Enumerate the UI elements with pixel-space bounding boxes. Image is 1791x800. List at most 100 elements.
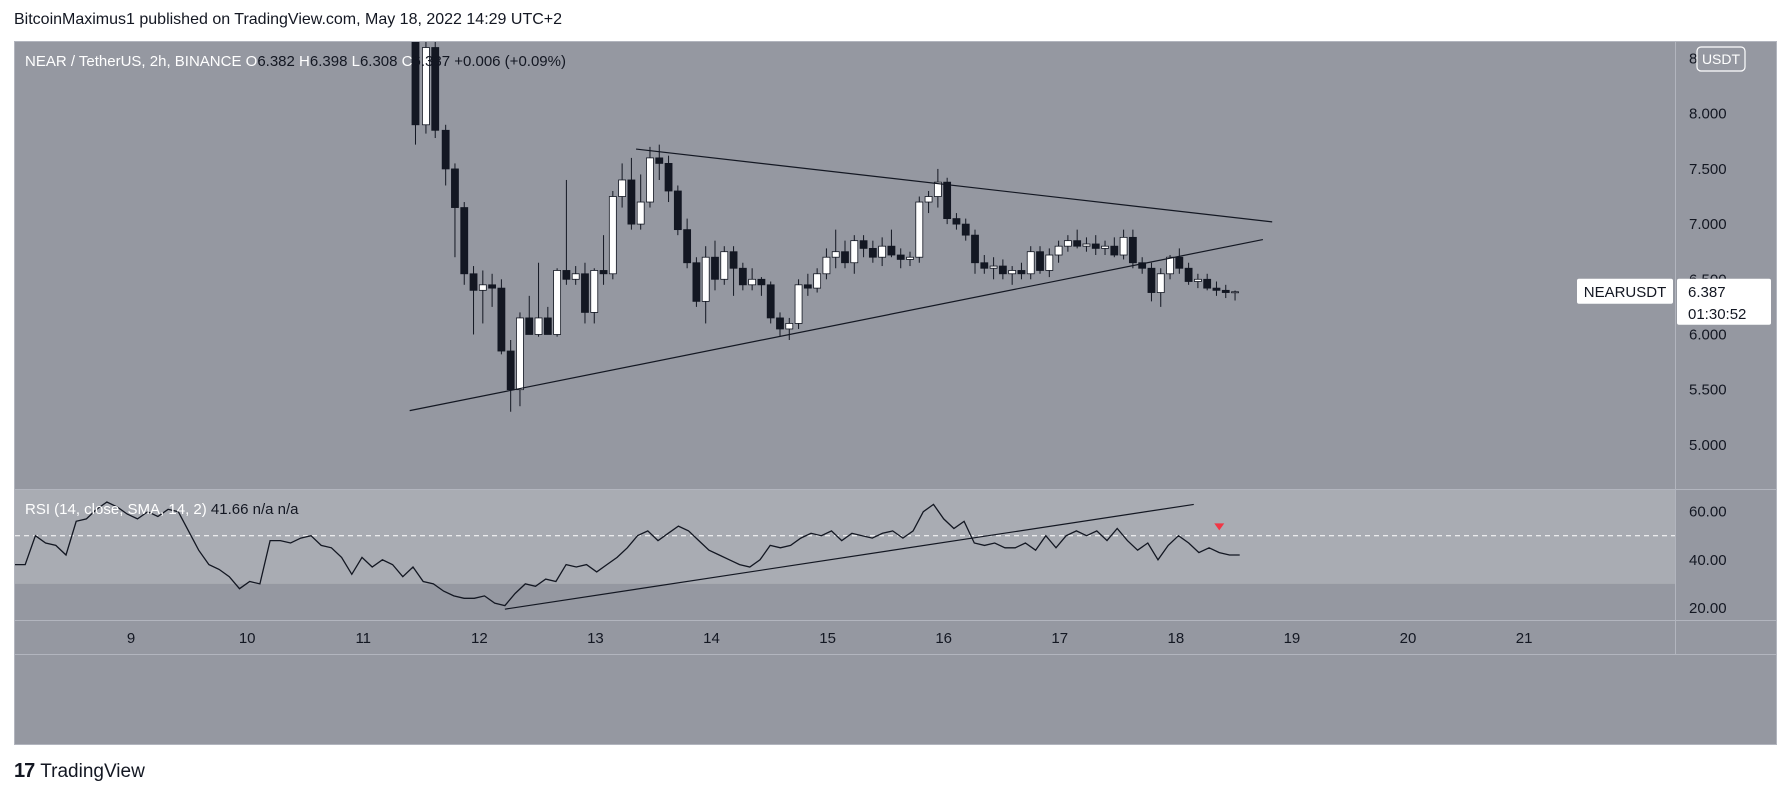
publish-caption: BitcoinMaximus1 published on TradingView… — [14, 11, 563, 28]
candle-body — [1091, 243, 1100, 249]
candle — [1119, 229, 1128, 260]
candle — [571, 266, 580, 285]
candle-body — [711, 256, 719, 280]
footer-logo[interactable]: 17 TradingView — [14, 760, 145, 783]
rsi-band — [15, 490, 1675, 584]
candle — [636, 174, 645, 230]
candle — [831, 229, 840, 269]
last-price-label: 6.387 — [1688, 284, 1726, 301]
chart-canvas[interactable]: 88.0007.5007.0006.5006.0005.5005.000USDT… — [15, 42, 1776, 744]
time-axis-label: 19 — [1284, 630, 1301, 647]
candle — [608, 191, 617, 280]
candle — [1036, 246, 1044, 274]
candle-body — [701, 256, 710, 302]
candle-body — [1054, 245, 1063, 256]
bottom-area-background — [15, 654, 1776, 744]
candle — [1212, 281, 1221, 296]
rsi-plot[interactable] — [15, 488, 1675, 610]
ohlc-key: H — [299, 53, 310, 70]
price-legend[interactable]: NEAR / TetherUS, 2h, BINANCE O6.382 H6.3… — [25, 53, 566, 70]
candle — [1017, 262, 1026, 280]
candle-body — [516, 317, 524, 391]
candle — [915, 196, 924, 263]
candle — [841, 240, 849, 269]
candle — [757, 277, 766, 296]
price-legend-text: NEAR / TetherUS, 2h, BINANCE O6.382 H6.3… — [25, 53, 566, 70]
footer-brand: TradingView — [40, 760, 145, 782]
rsi-legend-text: RSI (14, close, SMA, 14, 2) 41.66 n/a n/… — [25, 501, 299, 518]
time-axis-label: 18 — [1167, 630, 1184, 647]
candle — [562, 179, 571, 285]
candle — [655, 144, 664, 180]
candle-body — [581, 273, 589, 313]
candle-body — [906, 256, 914, 260]
candle — [766, 281, 775, 324]
candle-body — [868, 247, 877, 258]
candle — [822, 248, 831, 280]
candle — [553, 268, 562, 337]
time-axis-label: 11 — [355, 630, 371, 647]
candle — [431, 42, 440, 139]
time-axis-label: 15 — [819, 630, 836, 647]
candle — [980, 255, 989, 274]
candle-body — [803, 284, 812, 289]
candle-body — [692, 262, 701, 302]
candle-body — [664, 163, 673, 192]
candle — [478, 270, 487, 324]
candle — [460, 202, 469, 285]
price-change: +0.006 (+0.09%) — [454, 53, 566, 70]
candle — [1184, 262, 1193, 285]
time-axis-label: 13 — [587, 630, 604, 647]
candle — [506, 340, 515, 412]
currency-badge-label: USDT — [1702, 51, 1741, 67]
candle-body — [1063, 240, 1072, 247]
time-axis-label: 12 — [471, 630, 488, 647]
rsi-axis-label: 20.00 — [1689, 600, 1727, 617]
candle — [1101, 240, 1109, 256]
candle — [989, 257, 998, 280]
rsi-legend[interactable]: RSI (14, close, SMA, 14, 2) 41.66 n/a n/… — [25, 501, 299, 518]
candle — [543, 306, 552, 335]
candle-body — [961, 223, 970, 236]
candle — [1156, 268, 1165, 307]
candle — [525, 295, 534, 335]
candle — [933, 168, 942, 208]
candle-body — [683, 229, 692, 264]
symbol-title: NEAR / TetherUS, 2h, BINANCE — [25, 53, 246, 70]
candle-body — [525, 317, 534, 335]
candle-body — [655, 157, 664, 164]
rsi-legend-value: 41.66 — [211, 501, 253, 518]
candle-body — [1073, 240, 1082, 247]
candle — [1008, 266, 1017, 285]
time-axis-label: 16 — [935, 630, 952, 647]
triangle-lower-line[interactable] — [409, 238, 1264, 412]
candle — [803, 273, 812, 296]
rsi-trendline[interactable] — [504, 503, 1194, 610]
triangle-upper-line[interactable] — [635, 148, 1273, 223]
candle — [692, 257, 701, 307]
candle-body — [441, 129, 450, 170]
candle — [738, 262, 747, 291]
candle — [683, 218, 692, 269]
candle-body — [1175, 256, 1184, 269]
chart-frame[interactable]: 88.0007.5007.0006.5006.0005.5005.000USDT… — [14, 41, 1777, 745]
candle — [1082, 237, 1091, 252]
candle — [701, 246, 710, 324]
price-plot[interactable] — [409, 42, 1273, 412]
bearish-divergence-marker-icon — [1214, 523, 1225, 531]
candle — [488, 273, 497, 307]
candle — [451, 163, 459, 258]
candle — [1193, 273, 1202, 289]
candle-body — [469, 273, 478, 291]
candle — [961, 218, 970, 241]
candle-body — [673, 190, 682, 231]
currency-badge[interactable] — [1696, 46, 1746, 72]
last-price-box — [1677, 278, 1771, 325]
candle-body — [933, 181, 942, 197]
candle — [1054, 240, 1063, 263]
candle — [590, 268, 599, 324]
candle-body — [1231, 291, 1239, 294]
candle-body — [497, 287, 506, 352]
candle-body — [590, 270, 599, 313]
price-axis-label: 8 — [1689, 51, 1697, 68]
